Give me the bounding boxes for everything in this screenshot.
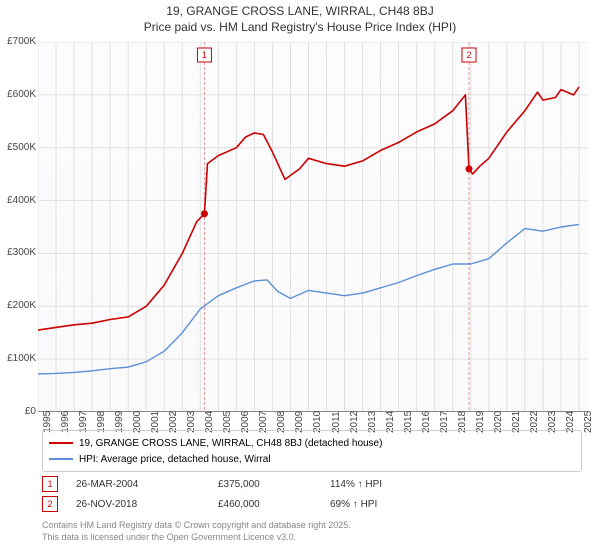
svg-text:1: 1: [202, 50, 207, 60]
svg-text:2: 2: [466, 50, 471, 60]
chart-plot-area: 12 1995199619971998199920002001200220032…: [38, 42, 588, 412]
legend-swatch-hpi: [49, 458, 73, 460]
event-price-1: £375,000: [218, 479, 318, 490]
y-tick-label: £200K: [0, 300, 36, 311]
event-date-1: 26-MAR-2004: [76, 479, 206, 490]
event-date-2: 26-NOV-2018: [76, 499, 206, 510]
event-delta-2: 69% ↑ HPI: [330, 499, 450, 510]
legend-box: 19, GRANGE CROSS LANE, WIRRAL, CH48 8BJ …: [42, 430, 582, 472]
title-address: 19, GRANGE CROSS LANE, WIRRAL, CH48 8BJ: [0, 4, 600, 18]
y-tick-label: £600K: [0, 89, 36, 100]
x-tick-label: 2025: [583, 411, 594, 433]
legend-label-property: 19, GRANGE CROSS LANE, WIRRAL, CH48 8BJ …: [79, 438, 382, 449]
y-tick-label: £400K: [0, 195, 36, 206]
legend-row-hpi: HPI: Average price, detached house, Wirr…: [49, 451, 575, 467]
title-block: 19, GRANGE CROSS LANE, WIRRAL, CH48 8BJ …: [0, 0, 600, 34]
event-badge-1: 1: [42, 476, 58, 492]
y-tick-label: £700K: [0, 36, 36, 47]
event-badge-2: 2: [42, 496, 58, 512]
event-delta-1: 114% ↑ HPI: [330, 479, 450, 490]
y-tick-label: £500K: [0, 142, 36, 153]
event-row-2: 2 26-NOV-2018 £460,000 69% ↑ HPI: [42, 494, 582, 514]
legend-row-property: 19, GRANGE CROSS LANE, WIRRAL, CH48 8BJ …: [49, 435, 575, 451]
event-row-1: 1 26-MAR-2004 £375,000 114% ↑ HPI: [42, 474, 582, 494]
y-tick-label: £0: [0, 406, 36, 417]
footnote-copyright: Contains HM Land Registry data © Crown c…: [42, 520, 351, 532]
chart-container: 19, GRANGE CROSS LANE, WIRRAL, CH48 8BJ …: [0, 0, 600, 560]
footnote-licence: This data is licensed under the Open Gov…: [42, 532, 351, 544]
event-price-2: £460,000: [218, 499, 318, 510]
y-tick-label: £300K: [0, 247, 36, 258]
title-subtitle: Price paid vs. HM Land Registry's House …: [0, 20, 600, 34]
legend-swatch-property: [49, 442, 73, 444]
y-tick-label: £100K: [0, 353, 36, 364]
event-list: 1 26-MAR-2004 £375,000 114% ↑ HPI 2 26-N…: [42, 474, 582, 514]
footnotes: Contains HM Land Registry data © Crown c…: [42, 520, 351, 543]
chart-svg: 12: [38, 42, 588, 412]
legend-label-hpi: HPI: Average price, detached house, Wirr…: [79, 454, 271, 465]
